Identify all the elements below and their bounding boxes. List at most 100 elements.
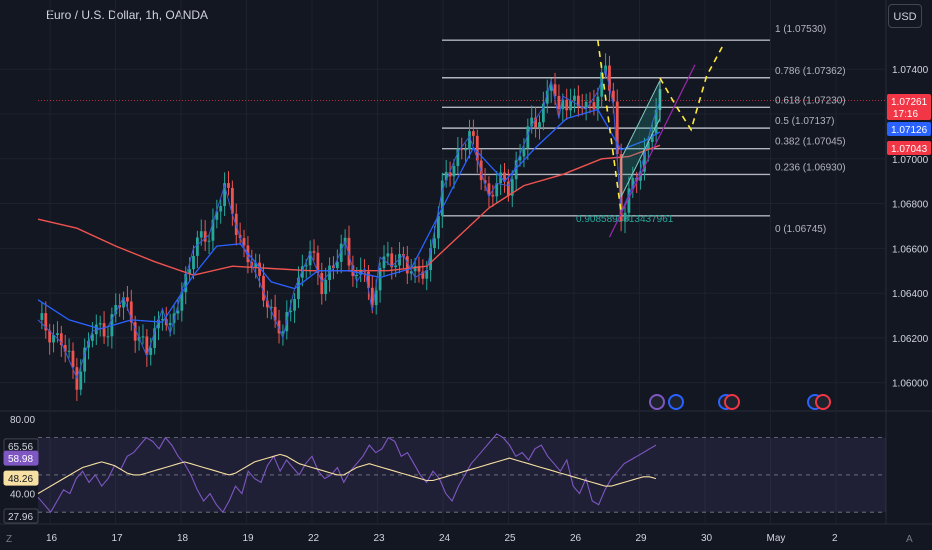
- candle-body: [491, 195, 495, 197]
- time-tick-label: 19: [243, 533, 255, 544]
- candle-body: [48, 330, 52, 343]
- candle-body: [126, 297, 129, 302]
- time-tick-label: 30: [701, 533, 713, 544]
- candle-body: [374, 290, 378, 306]
- rsi-value-badge: [3, 450, 39, 466]
- candle-body: [168, 322, 172, 326]
- rsi-tick-label: 40.00: [10, 490, 35, 501]
- candle-body: [596, 96, 600, 110]
- candle-body: [133, 322, 137, 341]
- slow-moving-average: [37, 144, 661, 276]
- time-tick-label: 25: [505, 533, 517, 544]
- fib-level-label: 0.5 (1.07137): [775, 116, 835, 127]
- price-tick-label: 1.06000: [892, 379, 929, 390]
- candle-body: [98, 323, 102, 325]
- candle-body: [355, 274, 359, 277]
- rsi-value-badge-text: 65.56: [8, 442, 33, 453]
- candle-body: [390, 253, 394, 268]
- candle-body: [615, 101, 619, 155]
- candle-body: [223, 183, 226, 207]
- auto-scale-toggle[interactable]: A: [906, 534, 913, 545]
- candle-body: [91, 334, 94, 341]
- candle-body: [654, 110, 658, 134]
- candle-body: [83, 347, 87, 372]
- candle-body: [405, 256, 409, 274]
- fib-level-label: 0.382 (1.07045): [775, 137, 846, 148]
- candle-body: [273, 306, 277, 321]
- candle-body: [444, 172, 448, 181]
- candle-body: [316, 252, 320, 273]
- price-badge-value: 1.07261: [891, 97, 928, 108]
- economic-event-icon: [668, 394, 684, 410]
- price-badge-value: 1.07126: [891, 125, 928, 136]
- candle-body: [207, 240, 211, 242]
- time-tick-label: 22: [308, 533, 320, 544]
- candle-body: [646, 142, 650, 150]
- time-tick-label: 24: [439, 533, 451, 544]
- candle-body: [312, 251, 316, 253]
- candle-body: [102, 323, 106, 337]
- candle-body: [71, 350, 75, 368]
- rsi-value-badge-text: 48.26: [8, 474, 33, 485]
- candle-body: [487, 183, 491, 196]
- candle-body: [584, 101, 588, 109]
- candle-body: [522, 147, 526, 157]
- candle-body: [293, 299, 296, 311]
- rsi-value-badge-text: 27.96: [8, 512, 33, 523]
- candle-body: [157, 319, 160, 329]
- candle-body: [538, 122, 541, 128]
- candle-body: [44, 313, 48, 331]
- candle-body: [265, 300, 269, 308]
- currency-button[interactable]: USD: [888, 4, 922, 28]
- price-tick-label: 1.06200: [892, 334, 929, 345]
- candle-body: [643, 149, 646, 172]
- candle-body: [114, 305, 118, 315]
- price-tick-label: 1.06400: [892, 289, 929, 300]
- price-badge: [887, 122, 931, 136]
- candle-body: [518, 156, 522, 161]
- candle-body: [472, 131, 475, 136]
- candle-body: [565, 99, 569, 111]
- candle-body: [59, 333, 63, 345]
- candle-body: [277, 320, 281, 334]
- candle-body: [526, 126, 530, 148]
- candle-body: [195, 237, 199, 256]
- candle-body: [106, 336, 110, 338]
- candle-body: [592, 102, 596, 110]
- candle-body: [63, 344, 67, 352]
- candle-body: [433, 238, 436, 248]
- candle-body: [448, 172, 452, 177]
- candle-body: [184, 273, 188, 293]
- candle-body: [623, 212, 627, 221]
- time-tick-label: 26: [570, 533, 582, 544]
- candle-body: [600, 72, 604, 97]
- rsi-line: [37, 433, 657, 514]
- symbol-title: Euro / U.S. Dollar, 1h, OANDA: [46, 8, 209, 22]
- timezone-toggle[interactable]: Z: [6, 534, 13, 545]
- rsi-value-badge: [3, 508, 39, 524]
- candle-body: [308, 251, 312, 266]
- rsi-tick-label: 80.00: [10, 415, 35, 426]
- candle-body: [188, 269, 192, 274]
- candle-body: [483, 180, 487, 184]
- price-tick-label: 1.07400: [892, 65, 929, 76]
- candle-body: [145, 336, 149, 355]
- candle-body: [118, 305, 122, 308]
- fast-moving-average: [37, 108, 661, 330]
- candle-body: [227, 183, 230, 188]
- candle-body: [503, 172, 506, 182]
- candle-body: [211, 219, 215, 241]
- price-badge-countdown: 17:16: [893, 109, 918, 120]
- candle-body: [94, 324, 98, 335]
- candle-body: [425, 269, 429, 279]
- candle-body: [588, 101, 592, 103]
- candle-body: [67, 350, 71, 352]
- candle-body: [230, 187, 234, 214]
- candle-body: [386, 253, 390, 257]
- channel-trendline: [608, 64, 696, 238]
- time-tick-label: 17: [112, 533, 124, 544]
- candle-body: [608, 65, 611, 91]
- candle-body: [300, 266, 304, 278]
- price-badge: [887, 94, 931, 120]
